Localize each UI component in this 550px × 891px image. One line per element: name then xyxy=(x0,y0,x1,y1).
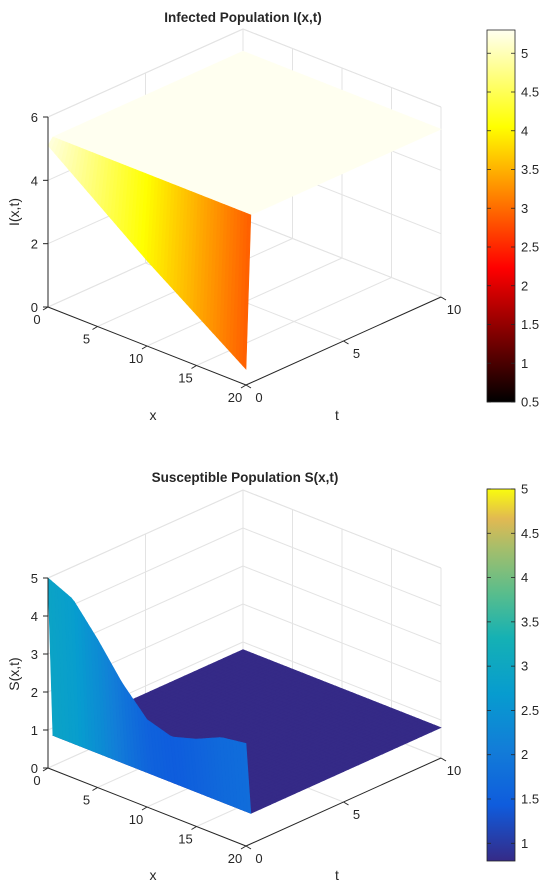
z-tick-label: 1 xyxy=(31,723,38,738)
colorbar-tick-label: 3.5 xyxy=(521,162,539,177)
t-tick-label: 0 xyxy=(255,390,262,405)
colorbar-tick-label: 4 xyxy=(521,123,528,138)
grid-line xyxy=(242,603,442,683)
surface-patch xyxy=(242,213,252,370)
grid-line xyxy=(242,489,442,569)
infected-axes xyxy=(42,116,447,389)
colorbar-tick-label: 3 xyxy=(521,659,528,674)
colorbar-tick-label: 4.5 xyxy=(521,85,539,100)
x-tick xyxy=(240,384,247,389)
t-tick xyxy=(245,845,252,850)
z-tick-label: 6 xyxy=(31,110,38,125)
z-tick-label: 3 xyxy=(31,647,38,662)
infected-tick-labels: 0 5 10 15 20 0 5 10 0 2 4 6 xyxy=(31,110,461,405)
x-tick-label: 10 xyxy=(129,351,143,366)
susceptible-axes xyxy=(42,577,447,850)
t-tick xyxy=(343,801,349,806)
colorbar-tick-label: 2 xyxy=(521,747,528,762)
t-tick xyxy=(343,340,349,345)
t-tick xyxy=(440,296,447,301)
colorbar-gradient xyxy=(486,488,516,862)
x-tick-label: 5 xyxy=(83,793,90,808)
t-tick-label: 10 xyxy=(447,302,461,317)
t-tick xyxy=(245,384,252,389)
x-tick-label: 15 xyxy=(178,832,192,847)
grid-line xyxy=(242,28,442,108)
infected-title: Infected Population I(x,t) xyxy=(164,10,322,25)
colorbar-tick-label: 3 xyxy=(521,201,528,216)
susceptible-surface xyxy=(47,577,442,814)
x-tick-label: 15 xyxy=(178,371,192,386)
x-tick xyxy=(191,365,197,369)
x-tick xyxy=(92,787,98,791)
x-tick xyxy=(191,826,197,830)
susceptible-colorbar: 1 1.5 2 2.5 3 3.5 4 4.5 5 xyxy=(486,482,539,862)
x-tick-label: 20 xyxy=(228,851,242,866)
grid-line xyxy=(242,527,442,607)
grid-line xyxy=(47,527,244,617)
z-tick-label: 5 xyxy=(31,571,38,586)
t-tick-label: 0 xyxy=(255,851,262,866)
colorbar-tick-label: 1 xyxy=(521,356,528,371)
t-tick xyxy=(440,757,447,762)
colorbar-tick-label: 3.5 xyxy=(521,614,539,629)
colorbar-tick-label: 5 xyxy=(521,46,528,61)
grid-line xyxy=(242,641,442,721)
z-tick-label: 4 xyxy=(31,173,38,188)
z-tick-label: 0 xyxy=(31,761,38,776)
grid-line xyxy=(47,28,244,118)
infected-xlabel: x xyxy=(150,407,157,423)
susceptible-tlabel: t xyxy=(335,867,339,883)
x-tick-label: 10 xyxy=(129,812,143,827)
infected-surface xyxy=(47,50,442,370)
colorbar-tick-label: 5 xyxy=(521,482,528,497)
colorbar-tick-label: 4 xyxy=(521,570,528,585)
x-tick xyxy=(240,845,247,850)
grid-line xyxy=(242,565,442,645)
t-tick-label: 10 xyxy=(447,763,461,778)
z-tick-label: 2 xyxy=(31,685,38,700)
x-tick xyxy=(92,326,98,330)
x-tick xyxy=(141,345,148,350)
x-tick-label: 0 xyxy=(33,312,40,327)
x-tick-label: 0 xyxy=(33,773,40,788)
colorbar-tick-label: 2 xyxy=(521,278,528,293)
colorbar-tick-label: 2.5 xyxy=(521,240,539,255)
colorbar-tick-label: 2.5 xyxy=(521,703,539,718)
t-tick-label: 5 xyxy=(353,807,360,822)
infected-tlabel: t xyxy=(335,407,339,423)
susceptible-tick-labels: 0 5 10 15 20 0 5 10 0 1 2 3 4 5 xyxy=(31,571,461,866)
colorbar-tick-label: 1 xyxy=(521,836,528,851)
x-tick-label: 5 xyxy=(83,332,90,347)
x-tick-label: 20 xyxy=(228,390,242,405)
z-tick-label: 2 xyxy=(31,237,38,252)
colorbar-tick-label: 1.5 xyxy=(521,792,539,807)
t-tick-label: 5 xyxy=(353,346,360,361)
colorbar-gradient xyxy=(486,29,516,403)
grid-line xyxy=(47,489,244,579)
infected-colorbar: 0.5 1 1.5 2 2.5 3 3.5 4 4.5 5 xyxy=(486,29,539,410)
z-tick-label: 4 xyxy=(31,609,38,624)
susceptible-zlabel: S(x,t) xyxy=(6,657,22,690)
colorbar-tick-label: 0.5 xyxy=(521,395,539,410)
susceptible-xlabel: x xyxy=(150,867,157,883)
surface-patch xyxy=(242,742,252,814)
grid-line xyxy=(242,218,442,298)
infected-zlabel: I(x,t) xyxy=(6,198,22,226)
colorbar-tick-label: 1.5 xyxy=(521,317,539,332)
z-tick-label: 0 xyxy=(31,300,38,315)
susceptible-title: Susceptible Population S(x,t) xyxy=(152,470,339,485)
colorbar-tick-label: 4.5 xyxy=(521,526,539,541)
x-tick xyxy=(141,806,148,811)
